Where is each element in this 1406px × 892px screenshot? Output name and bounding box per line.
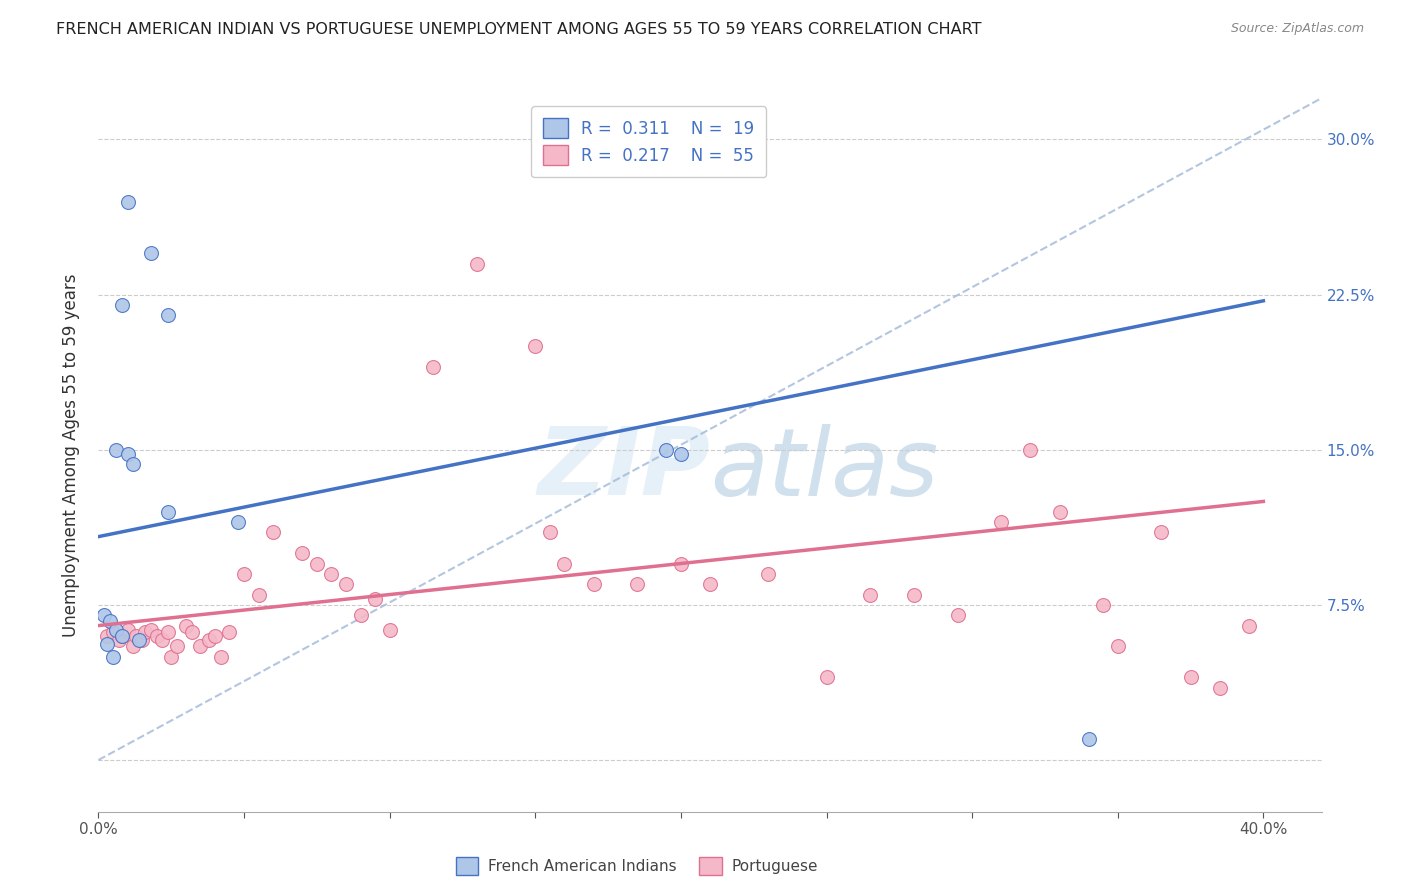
Point <box>582 577 605 591</box>
Point <box>1092 598 1115 612</box>
Point <box>364 591 387 606</box>
Point <box>524 339 547 353</box>
Point <box>139 623 162 637</box>
Point <box>125 629 148 643</box>
Point <box>756 566 779 581</box>
Y-axis label: Unemployment Among Ages 55 to 59 years: Unemployment Among Ages 55 to 59 years <box>62 273 80 637</box>
Point <box>247 588 270 602</box>
Point <box>139 246 162 260</box>
Point <box>321 566 343 581</box>
Point <box>990 515 1012 529</box>
Point <box>1077 732 1099 747</box>
Point <box>104 623 127 637</box>
Point <box>96 637 118 651</box>
Point <box>174 618 197 632</box>
Text: FRENCH AMERICAN INDIAN VS PORTUGUESE UNEMPLOYMENT AMONG AGES 55 TO 59 YEARS CORR: FRENCH AMERICAN INDIAN VS PORTUGUESE UNE… <box>56 22 981 37</box>
Point <box>305 557 328 571</box>
Point <box>93 608 115 623</box>
Point <box>134 624 156 639</box>
Point <box>859 588 882 602</box>
Point <box>180 624 202 639</box>
Point <box>1180 670 1202 684</box>
Point <box>1150 525 1173 540</box>
Point <box>117 623 139 637</box>
Point <box>378 623 401 637</box>
Point <box>204 629 226 643</box>
Point <box>128 633 150 648</box>
Point <box>626 577 648 591</box>
Point <box>111 298 134 312</box>
Point <box>101 624 124 639</box>
Point <box>108 633 131 648</box>
Point <box>104 442 127 457</box>
Point <box>226 515 249 529</box>
Legend: French American Indians, Portuguese: French American Indians, Portuguese <box>444 847 828 886</box>
Point <box>233 566 256 581</box>
Point <box>1237 618 1260 632</box>
Point <box>152 633 174 648</box>
Point <box>111 629 134 643</box>
Point <box>198 633 221 648</box>
Point <box>188 639 212 653</box>
Text: Source: ZipAtlas.com: Source: ZipAtlas.com <box>1230 22 1364 36</box>
Point <box>111 629 134 643</box>
Point <box>553 557 575 571</box>
Point <box>655 442 678 457</box>
Point <box>122 639 145 653</box>
Point <box>669 447 692 461</box>
Point <box>538 525 561 540</box>
Point <box>422 359 444 374</box>
Point <box>131 633 153 648</box>
Point <box>349 608 371 623</box>
Point <box>157 624 180 639</box>
Point <box>815 670 838 684</box>
Point <box>262 525 284 540</box>
Point <box>946 608 969 623</box>
Text: atlas: atlas <box>710 424 938 515</box>
Point <box>1208 681 1232 695</box>
Point <box>157 505 180 519</box>
Point <box>98 615 121 629</box>
Point <box>209 649 232 664</box>
Point <box>465 257 488 271</box>
Point <box>669 557 692 571</box>
Point <box>117 194 139 209</box>
Point <box>101 649 124 664</box>
Point <box>218 624 240 639</box>
Point <box>160 649 183 664</box>
Point <box>1049 505 1071 519</box>
Text: ZIP: ZIP <box>537 423 710 516</box>
Point <box>291 546 314 560</box>
Point <box>1019 442 1042 457</box>
Point <box>1107 639 1129 653</box>
Point <box>166 639 188 653</box>
Point <box>699 577 721 591</box>
Point <box>157 308 180 322</box>
Point <box>335 577 357 591</box>
Point <box>96 629 118 643</box>
Point <box>145 629 167 643</box>
Point <box>122 457 145 471</box>
Point <box>903 588 925 602</box>
Point <box>117 447 139 461</box>
